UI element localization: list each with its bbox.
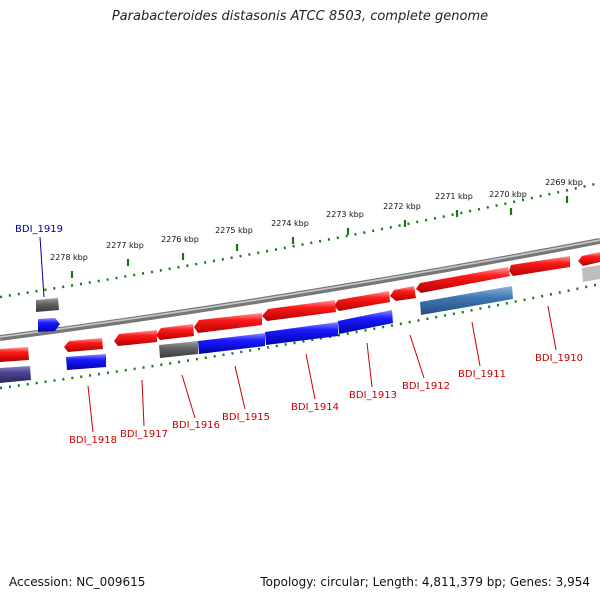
gene-forward-bdi1911[interactable] — [416, 267, 510, 293]
gene-label[interactable]: BDI_1918 — [69, 435, 117, 446]
scale-tick-label: 2272 kbp — [383, 202, 421, 211]
gene-reverse-bdi1914[interactable] — [265, 322, 338, 345]
gene-forward-bdi1917[interactable] — [114, 330, 157, 346]
gene-label-leader — [181, 374, 196, 419]
gene-rna-right-edge[interactable] — [582, 265, 600, 282]
scale-tick-label: 2275 kbp — [215, 226, 253, 235]
gene-label[interactable]: BDI_1914 — [291, 402, 339, 413]
scale-tick-label: 2276 kbp — [161, 235, 199, 244]
gene-label-leader — [547, 305, 557, 351]
gene-forward-bdi1916[interactable] — [156, 324, 194, 340]
gene-label[interactable]: BDI_1916 — [172, 420, 220, 431]
gene-reverse-bdi1919[interactable] — [38, 318, 60, 332]
inner-scale-line — [0, 282, 600, 390]
scale-tick-label: 2273 kbp — [326, 210, 364, 219]
gene-label[interactable]: BDI_1915 — [222, 412, 270, 423]
gene-forward-bdi1913[interactable] — [334, 291, 390, 311]
gene-label[interactable]: BDI_1919 — [15, 224, 63, 235]
gene-forward-bdi1912[interactable] — [390, 286, 416, 301]
gene-label[interactable]: BDI_1913 — [349, 390, 397, 401]
scale-tick-label: 2277 kbp — [106, 241, 144, 250]
scale-tick-label: 2274 kbp — [271, 219, 309, 228]
topology-summary: Topology: circular; Length: 4,811,379 bp… — [260, 575, 590, 589]
gene-track — [0, 252, 600, 383]
gene-label[interactable]: BDI_1911 — [458, 369, 506, 380]
scale-tick-label: 2271 kbp — [435, 192, 473, 201]
gene-forward-bdi1910[interactable] — [509, 256, 570, 276]
scale-tick-label: 2270 kbp — [489, 190, 527, 199]
gene-label[interactable]: BDI_1912 — [402, 381, 450, 392]
genome-title: Parabacteroides distasonis ATCC 8503, co… — [111, 9, 489, 24]
gene-rna-1916[interactable] — [159, 341, 198, 358]
gene-label-leader — [471, 321, 481, 367]
gene-rna-1919[interactable] — [36, 298, 59, 312]
gene-forward-left-edge[interactable] — [0, 347, 29, 362]
genome-backbone-highlight — [0, 239, 600, 338]
gene-label-leader — [366, 342, 373, 388]
outer-scale-line — [0, 181, 600, 299]
scale-tick-label: 2269 kbp — [545, 178, 583, 187]
gene-forward-right-edge[interactable] — [578, 252, 600, 266]
scale-tick-label: 2278 kbp — [50, 253, 88, 262]
gene-label[interactable]: BDI_1910 — [535, 353, 583, 364]
gene-reverse-bdi1915[interactable] — [198, 333, 265, 354]
gene-reverse-left-edge[interactable] — [0, 366, 31, 383]
gene-label-leader — [234, 365, 246, 410]
gene-label-leader — [39, 236, 45, 298]
gene-forward-bdi1915[interactable] — [194, 313, 262, 333]
gene-label-leader — [409, 334, 425, 379]
gene-label[interactable]: BDI_1917 — [120, 429, 168, 440]
gene-label-leader — [87, 385, 94, 433]
gene-pseudo-bdi1911[interactable] — [420, 286, 513, 315]
gene-label-leader — [141, 379, 145, 427]
gene-reverse-bdi1913[interactable] — [338, 310, 393, 334]
gene-reverse-bdi1918[interactable] — [66, 354, 106, 370]
genome-backbone — [0, 238, 600, 341]
accession-text: Accession: NC_009615 — [9, 575, 146, 589]
gene-forward-bdi1914[interactable] — [262, 300, 336, 321]
gene-label-leader — [305, 353, 316, 400]
gene-forward-bdi1918[interactable] — [64, 338, 103, 352]
scale-ticks: 2269 kbp 2270 kbp 2271 kbp 2272 kbp 2273 kbp… — [50, 178, 583, 278]
